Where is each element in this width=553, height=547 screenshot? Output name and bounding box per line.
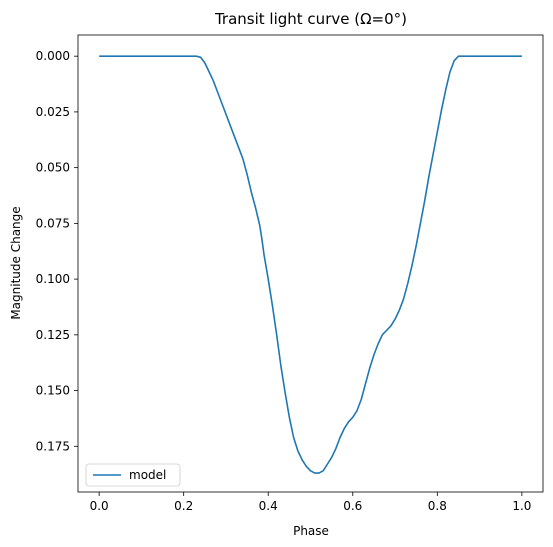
series-line-model (99, 55, 522, 474)
y-axis-label: Magnitude Change (9, 206, 23, 319)
x-tick-label: 0.4 (259, 499, 278, 513)
y-tick-label: 0.125 (36, 328, 70, 342)
y-tick-label: 0.050 (36, 161, 70, 175)
x-tick-label: 0.2 (174, 499, 193, 513)
x-tick-label: 0.8 (428, 499, 447, 513)
legend-label-model: model (129, 468, 166, 482)
y-tick-label: 0.025 (36, 105, 70, 119)
x-tick-label: 1.0 (512, 499, 531, 513)
legend-box (85, 463, 181, 487)
x-tick-label: 0.0 (90, 499, 109, 513)
y-tick-label: 0.175 (36, 439, 70, 453)
y-tick-label: 0.150 (36, 384, 70, 398)
x-axis-label: Phase (293, 524, 329, 538)
axes-frame (77, 34, 544, 493)
y-tick-label: 0.075 (36, 216, 70, 230)
chart-title: Transit light curve (Ω=0°) (214, 10, 407, 28)
y-tick-label: 0.000 (36, 49, 70, 63)
y-tick-label: 0.100 (36, 272, 70, 286)
plot-area: 0.0 0.2 0.4 0.6 0.8 1.0 0.000 0.025 0.050 0.075 0.… (36, 34, 544, 513)
x-tick-label: 0.6 (343, 499, 362, 513)
